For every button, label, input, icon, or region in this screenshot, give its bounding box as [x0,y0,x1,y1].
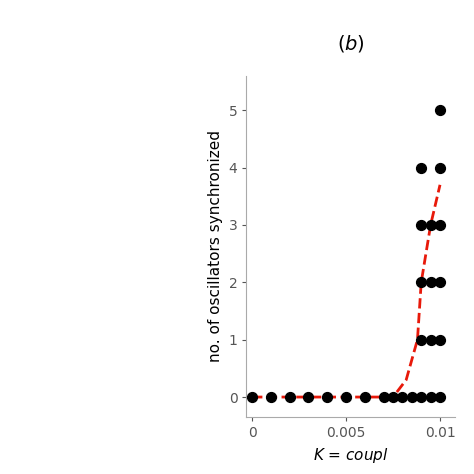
Y-axis label: no. of oscillators synchronized: no. of oscillators synchronized [208,130,223,363]
Point [248,393,256,401]
Point [427,221,434,229]
Point [436,107,444,114]
Point [286,393,293,401]
Text: $(b)$: $(b)$ [337,33,365,54]
Point [305,393,312,401]
Point [427,393,434,401]
Point [418,393,425,401]
Point [427,336,434,344]
Point [418,279,425,286]
Point [408,393,416,401]
Point [361,393,369,401]
Point [436,164,444,172]
Point [418,221,425,229]
Point [418,336,425,344]
Point [323,393,331,401]
Point [418,164,425,172]
Point [342,393,350,401]
Point [436,336,444,344]
Point [436,221,444,229]
Point [380,393,387,401]
Point [399,393,406,401]
Point [389,393,397,401]
Point [427,279,434,286]
Point [436,279,444,286]
Point [436,393,444,401]
Point [267,393,275,401]
X-axis label: $K$ = coupl: $K$ = coupl [313,446,389,465]
